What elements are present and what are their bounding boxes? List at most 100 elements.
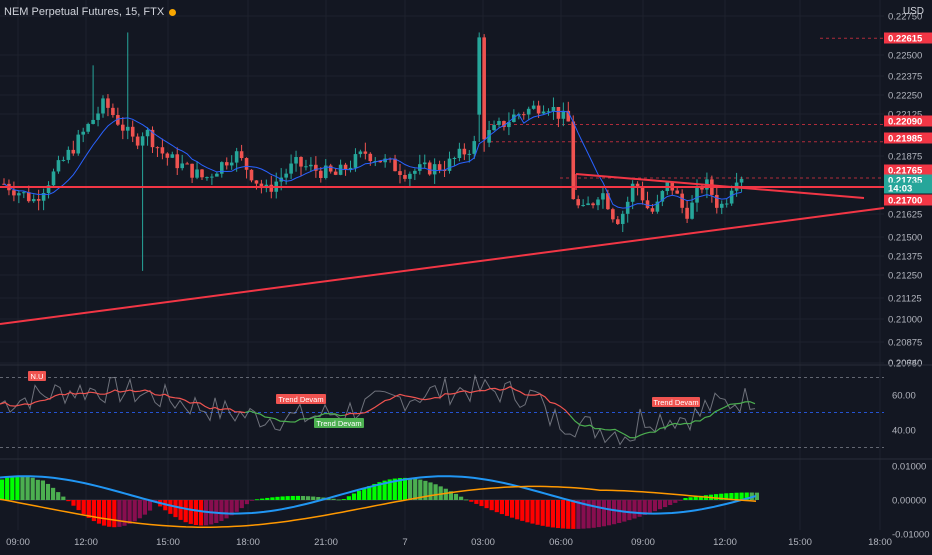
candle-body — [655, 201, 660, 212]
histogram-bar — [249, 500, 255, 501]
histogram-bar — [540, 500, 545, 526]
histogram-bar — [606, 500, 612, 526]
candle-body — [512, 114, 516, 123]
histogram-bar — [10, 476, 15, 500]
price-label-badge — [884, 115, 932, 127]
price-tick-label: 0.22500 — [888, 51, 922, 62]
oscillator-tick-label: 40.00 — [892, 426, 916, 437]
signal-label-badge — [276, 394, 326, 404]
histogram-bar — [510, 500, 515, 518]
histogram-bar — [413, 478, 418, 500]
candle-body — [645, 200, 650, 209]
candle-body — [690, 202, 694, 219]
candle-body — [640, 187, 645, 201]
candle-body — [81, 131, 85, 135]
momentum-histogram[interactable]: 0.01000 0.00000 -0.01000 — [0, 462, 930, 541]
histogram-bar — [198, 500, 204, 526]
market-status-dot-icon — [169, 8, 177, 16]
histogram-bar — [260, 498, 265, 500]
candle-body — [323, 165, 328, 178]
histogram-bar — [341, 499, 346, 500]
candle-body — [729, 190, 734, 204]
candle-body — [551, 106, 556, 112]
candle-body — [249, 169, 254, 181]
histogram-bar — [423, 480, 428, 500]
candle-body — [447, 158, 452, 171]
histogram-bar — [295, 495, 300, 500]
candle-body — [477, 37, 481, 115]
histogram-bar — [673, 500, 678, 503]
symbol-title[interactable]: NEM Perpetual Futures, 15, FTX — [4, 6, 177, 18]
histogram-bar — [469, 500, 474, 502]
histogram-bar — [678, 500, 683, 501]
histogram-bar — [25, 476, 30, 500]
price-tick-label: 0.21250 — [888, 271, 922, 282]
histogram-tick-label: -0.01000 — [892, 530, 930, 541]
histogram-bar — [61, 496, 66, 500]
candle-body — [413, 170, 417, 174]
candle-body — [125, 126, 130, 131]
histogram-bar — [270, 497, 275, 500]
candle-body — [611, 209, 615, 220]
histogram-bar — [459, 496, 464, 500]
candle-body — [155, 147, 160, 149]
price-tick-label: 0.22375 — [888, 72, 922, 83]
candle-body — [51, 171, 56, 186]
histogram-bar — [122, 500, 127, 526]
price-tick-label: 0.21500 — [888, 233, 922, 244]
histogram-bar — [127, 500, 132, 524]
candle-body — [220, 162, 224, 174]
histogram-bar — [408, 478, 413, 500]
candle-body — [86, 123, 90, 132]
currency-label[interactable]: USD — [902, 6, 924, 17]
candle-body — [289, 163, 293, 174]
oscillator-pane[interactable]: 60.00 40.00 — [0, 374, 916, 448]
histogram-bar — [698, 495, 703, 500]
candle-body — [616, 219, 620, 224]
candle-body — [160, 147, 165, 154]
histogram-tick-label: 0.01000 — [892, 462, 926, 473]
histogram-bar — [107, 500, 112, 527]
candle-body — [586, 203, 590, 206]
candle-body — [467, 153, 472, 155]
price-axis[interactable]: 0.22750 0.22500 0.22375 0.22250 0.22125 0.218… — [888, 12, 922, 370]
histogram-bar — [346, 496, 351, 500]
candle-body — [393, 158, 397, 172]
price-label-text: 0.21765 — [888, 166, 923, 177]
histogram-bar — [66, 500, 71, 502]
candlestick-series[interactable] — [2, 32, 744, 271]
price-label-text: 0.21735 — [888, 176, 923, 187]
histogram-bar — [627, 500, 632, 521]
histogram-bar — [382, 480, 387, 500]
histogram-bar — [91, 500, 96, 522]
candle-body — [200, 169, 204, 178]
candle-body — [403, 174, 407, 179]
candle-body — [205, 177, 209, 179]
histogram-signal-blue — [0, 475, 757, 515]
histogram-bar — [331, 498, 336, 500]
time-axis[interactable]: 09:00 12:00 15:00 18:00 21:00 7 03:00 06:00 09:0… — [6, 537, 892, 548]
candle-body — [170, 154, 175, 158]
histogram-bar — [255, 499, 260, 501]
candle-body — [319, 170, 323, 178]
candle-body — [422, 162, 427, 165]
price-tick-label: 0.20875 — [888, 338, 922, 349]
oscillator-signal-line-up — [244, 410, 346, 423]
time-tick-label: 18:00 — [236, 537, 260, 548]
candle-body — [190, 163, 194, 178]
price-label-text: 14:03 — [888, 184, 912, 195]
time-tick-label: 18:00 — [868, 537, 892, 548]
price-label-badge — [884, 194, 932, 206]
time-tick-label: 15:00 — [156, 537, 180, 548]
candle-body — [497, 121, 501, 125]
trendlines[interactable] — [0, 173, 885, 325]
candle-body — [398, 171, 402, 175]
histogram-bar — [576, 500, 581, 529]
candle-body — [502, 121, 506, 128]
candle-body — [620, 213, 625, 224]
histogram-bar — [535, 500, 540, 525]
candle-body — [348, 167, 353, 170]
grid-lines — [0, 0, 884, 530]
